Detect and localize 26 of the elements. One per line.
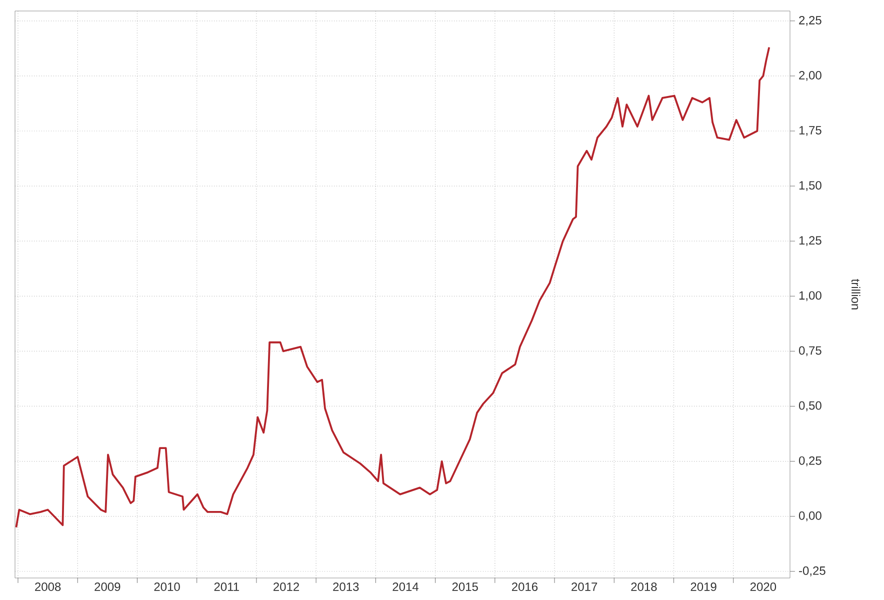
- y-tick-label: 1,25: [799, 236, 822, 246]
- y-tick-label: -0,25: [799, 566, 826, 576]
- y-tick-label: 1,75: [799, 126, 822, 136]
- x-tick-label: 2017: [572, 582, 598, 592]
- x-tick-label: 2018: [631, 582, 657, 592]
- y-tick-label: 0,75: [798, 346, 822, 356]
- y-tick-label: 0,50: [798, 401, 822, 412]
- x-tick-label: 2008: [35, 582, 61, 592]
- y-tick-label: 1,50: [799, 181, 822, 192]
- x-tick-label: 2010: [154, 582, 180, 592]
- x-tick-label: 2014: [392, 582, 418, 592]
- x-tick-label: 2012: [274, 582, 299, 592]
- x-tick-label: 2009: [94, 582, 120, 592]
- x-tick-label: 2011: [214, 582, 239, 592]
- y-tick-label: 2,25: [799, 16, 822, 26]
- y-tick-label: 0,00: [798, 511, 822, 522]
- x-tick-label: 2013: [333, 582, 359, 592]
- y-tick-label: 1,00: [799, 291, 822, 302]
- x-tick-label: 2019: [690, 582, 716, 592]
- y-tick-label: 2,00: [799, 71, 822, 81]
- y-axis-title: trillion: [851, 279, 860, 310]
- line-series: [15, 46, 770, 528]
- x-tick-label: 2016: [512, 582, 538, 592]
- x-tick-label: 2015: [452, 582, 478, 592]
- y-tick-label: 0,25: [798, 456, 822, 466]
- x-tick-label: 2020: [750, 582, 776, 592]
